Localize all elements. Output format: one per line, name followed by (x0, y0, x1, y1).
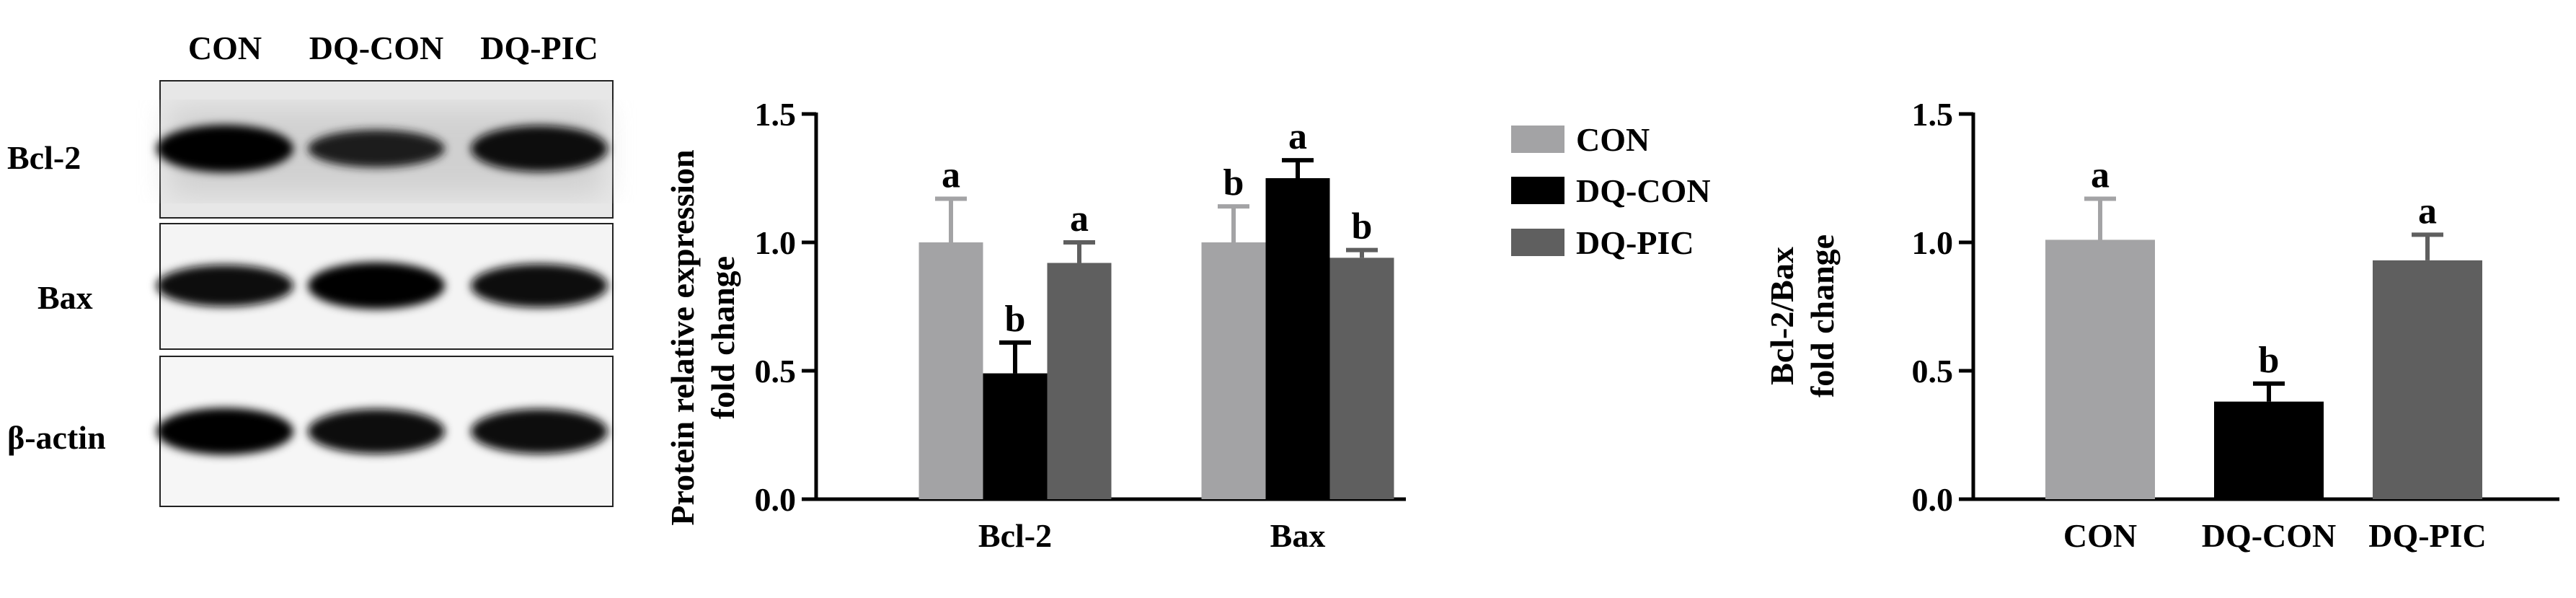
chart2-bars (2045, 196, 2482, 499)
chart2-ylabel-line2: fold change (1804, 234, 1841, 397)
chart1-bcl-2-dq-con-bar (983, 373, 1048, 499)
chart2-con-bar (2045, 239, 2155, 499)
lane-label-3: DQ-PIC (480, 30, 598, 66)
chart1-bars (919, 158, 1394, 499)
legend: CON DQ-CON DQ-PIC (1511, 121, 1711, 261)
chart-protein-expression: Protein relative expression fold change … (664, 96, 1406, 554)
legend-label-1: CON (1576, 121, 1650, 158)
chart2-axes: 0.0 0.5 1.0 1.5 CON DQ-CON DQ-PIC (1912, 96, 2559, 554)
band-actin-lane-3 (471, 408, 608, 454)
chart2-xtick-label-2: DQ-PIC (2368, 517, 2487, 554)
band-bcl2-lane-2 (308, 129, 445, 168)
blot-row-label-3: β-actin (7, 419, 106, 456)
chart1-bcl-2-con-bar (919, 242, 983, 499)
blot-bands (156, 125, 608, 455)
chart1-bax-dq-pic-letter: b (1352, 206, 1373, 247)
band-bax-lane-2 (308, 262, 445, 309)
chart1-bax-con-bar (1201, 242, 1266, 499)
legend-swatch-2 (1511, 177, 1564, 204)
chart2-labels: a b a (2091, 154, 2437, 380)
chart1-bcl-2-con-letter: a (942, 154, 960, 195)
chart2-ylabel-line1: Bcl-2/Bax (1763, 247, 1800, 385)
chart1-bax-con-letter: b (1223, 162, 1244, 203)
chart1-bax-dq-pic-bar (1329, 258, 1394, 499)
western-blot-panel: CON DQ-CON DQ-PIC Bcl-2 Bax β-actin (7, 30, 614, 507)
chart1-labels: a b a b a b (942, 116, 1372, 340)
chart2-dq-con-bar (2214, 401, 2324, 499)
chart2-ytick-label-1: 0.5 (1912, 353, 1954, 390)
chart2-ytick-label-3: 1.5 (1912, 96, 1954, 133)
chart1-ytick-label-2: 1.0 (755, 224, 797, 261)
blot-row-label-1: Bcl-2 (7, 139, 81, 176)
chart1-bax-dq-con-letter: a (1288, 116, 1307, 157)
chart1-bcl-2-dq-pic-bar (1047, 263, 1112, 499)
legend-swatch-3 (1511, 229, 1564, 256)
band-bcl2-lane-1 (156, 125, 293, 172)
chart1-ytick-label-3: 1.5 (755, 96, 797, 133)
chart1-xtick-label-0: Bcl-2 (978, 517, 1052, 554)
legend-swatch-1 (1511, 126, 1564, 153)
lane-label-2: DQ-CON (309, 30, 444, 66)
chart1-bax-dq-con-bar (1265, 178, 1330, 499)
chart2-dq-con-letter: b (2259, 340, 2280, 381)
chart2-dq-pic-bar (2373, 260, 2482, 499)
band-bcl2-lane-3 (471, 125, 608, 172)
chart1-bcl-2-dq-con-letter: b (1005, 299, 1026, 340)
chart1-ylabel-line2: fold change (704, 256, 741, 419)
blot-row-label-2: Bax (37, 279, 93, 316)
lane-label-1: CON (188, 30, 262, 66)
chart2-xtick-label-0: CON (2063, 517, 2137, 554)
chart2-ytick-label-0: 0.0 (1912, 481, 1954, 518)
chart1-xtick-label-1: Bax (1270, 517, 1326, 554)
chart-bcl2-bax-ratio: Bcl-2/Bax fold change 0.0 0.5 1.0 1.5 CON DQ-… (1763, 96, 2559, 554)
band-actin-lane-1 (156, 408, 293, 455)
chart1-ylabel-line1: Protein relative expression (664, 149, 701, 525)
chart2-ytick-label-2: 1.0 (1912, 224, 1954, 261)
chart1-ytick-label-0: 0.0 (755, 481, 797, 518)
chart2-con-letter: a (2091, 154, 2110, 195)
legend-label-2: DQ-CON (1576, 172, 1711, 209)
chart1-ytick-label-1: 0.5 (755, 353, 797, 390)
band-bax-lane-1 (156, 264, 293, 307)
chart1-bcl-2-dq-pic-letter: a (1070, 198, 1089, 239)
chart2-dq-pic-letter: a (2418, 190, 2437, 232)
band-bax-lane-3 (471, 263, 608, 308)
legend-label-3: DQ-PIC (1576, 224, 1694, 261)
chart2-xtick-label-1: DQ-CON (2202, 517, 2337, 554)
band-actin-lane-2 (308, 408, 445, 454)
